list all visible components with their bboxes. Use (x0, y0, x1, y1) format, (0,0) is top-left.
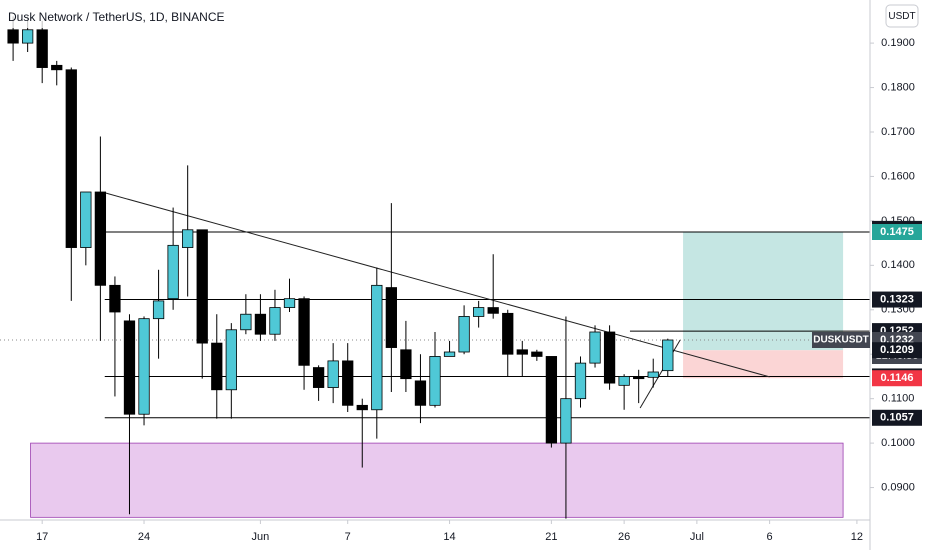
trend-line (639, 339, 681, 409)
currency-button[interactable] (885, 4, 919, 28)
candle-body (545, 356, 558, 444)
candle-body (502, 312, 514, 355)
candle-body (429, 356, 441, 406)
position-loss (683, 350, 844, 379)
candle-body (342, 360, 354, 406)
candle-body (327, 360, 339, 388)
candle-body (182, 229, 194, 248)
candle-body (414, 380, 427, 406)
candle-body (138, 318, 150, 415)
x-tick-label: Jun (252, 531, 270, 543)
position-profit (683, 232, 844, 351)
y-tick-label: 0.0900 (881, 481, 915, 493)
x-tick-label: 21 (545, 531, 557, 543)
candle-body (312, 367, 325, 388)
x-tick-label: 14 (443, 531, 455, 543)
price-label: 0.1323 (880, 293, 914, 305)
candle-body (152, 300, 165, 320)
candle-body (7, 29, 19, 44)
candle-body (94, 191, 107, 286)
support-zone (30, 442, 844, 518)
symbol-label-box (812, 332, 870, 348)
candle-body (662, 339, 674, 372)
candle-body (516, 349, 528, 355)
candle-body (356, 404, 368, 411)
candle-body (36, 29, 48, 68)
x-tick-label: 6 (767, 531, 773, 543)
price-label-box (872, 409, 922, 426)
candle-body (443, 351, 456, 357)
title-bg (0, 6, 214, 28)
price-label-box (872, 370, 922, 387)
candle-body (196, 229, 208, 344)
plot (0, 16, 870, 519)
price-label: 0.1057 (880, 412, 914, 424)
candle-body (400, 349, 412, 380)
price-label-box (872, 224, 922, 240)
x-tick-label: 12 (851, 531, 863, 543)
candle-body (574, 362, 587, 400)
price-label: 0.1146 (880, 372, 913, 384)
price-label-box (872, 291, 922, 308)
x-tick-label: Jul (690, 531, 704, 543)
candle-body (80, 191, 92, 248)
chart-title: Dusk Network / TetherUS, 1D, BINANCE (8, 10, 225, 24)
candle-body (123, 320, 136, 415)
candle-body (225, 329, 237, 391)
symbol-label: DUSKUSDT (813, 335, 869, 346)
x-tick-label: 26 (618, 531, 630, 543)
price-label: 0.1475 (880, 226, 914, 238)
candle-body (618, 376, 630, 386)
y-tick-label: 0.1800 (881, 81, 915, 93)
price-label-box (872, 342, 922, 359)
candle-body (51, 64, 63, 71)
candle-body (65, 69, 77, 248)
candle-body (109, 284, 121, 313)
y-tick-label: 0.1900 (881, 37, 915, 49)
x-tick-label: 17 (36, 531, 48, 543)
y-tick-label: 0.1400 (881, 259, 915, 271)
y-tick-label: 0.1000 (881, 437, 915, 449)
candle-body (633, 376, 645, 380)
currency-button-label[interactable]: USDT (888, 11, 915, 22)
candle-body (647, 371, 659, 378)
candle-body (211, 342, 223, 391)
candle-body (22, 29, 34, 44)
x-tick-label: 7 (345, 531, 351, 543)
candle-body (385, 287, 397, 348)
x-tick-label: 24 (138, 531, 150, 543)
y-tick-label: 0.1700 (881, 126, 915, 138)
candle-body (254, 313, 267, 335)
candle-body (298, 298, 310, 366)
y-tick-label: 0.1100 (882, 393, 915, 405)
candle-body (560, 398, 572, 444)
candle-body (240, 313, 252, 331)
candle-body (487, 307, 499, 314)
candle-body (371, 284, 383, 411)
candle-body (283, 298, 296, 308)
candle-body (531, 351, 543, 357)
trend-line (105, 192, 770, 378)
candle-body (603, 331, 616, 384)
candle-body (269, 307, 281, 335)
price-label: 0.1209 (880, 344, 914, 356)
candle-body (167, 244, 179, 300)
candle-body (589, 331, 601, 364)
y-tick-label: 0.1600 (881, 170, 915, 182)
candle-body (473, 307, 485, 317)
candle-body (458, 316, 470, 353)
